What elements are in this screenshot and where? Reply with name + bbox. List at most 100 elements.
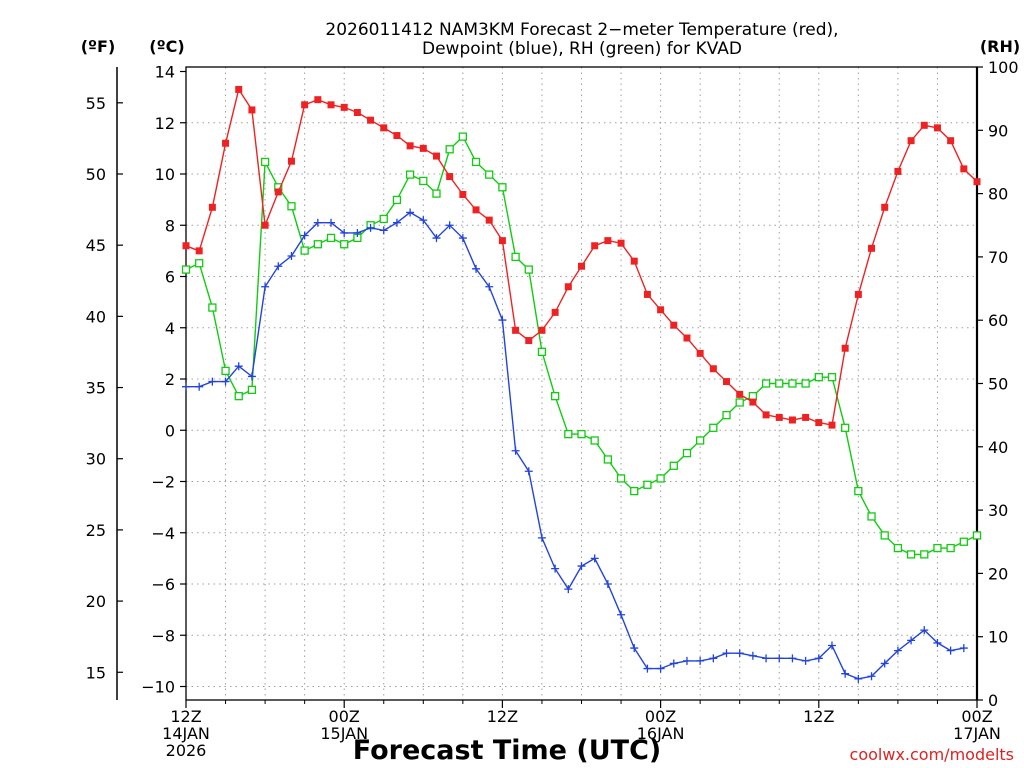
rh-point — [788, 379, 797, 388]
rh-point — [471, 157, 481, 167]
dewpoint-point — [472, 264, 481, 273]
dewpoint-point — [419, 216, 428, 225]
temperature-point — [340, 103, 348, 111]
rh-point — [326, 233, 336, 243]
rh-point — [392, 195, 402, 205]
dewpoint-point — [748, 651, 757, 660]
rh-point — [867, 512, 876, 521]
x-tick-label: 2026 — [166, 741, 207, 760]
temperature-point — [512, 326, 520, 334]
rh-point — [313, 240, 322, 249]
dewpoint-point — [524, 467, 533, 476]
x-tick-label: 12Z — [487, 707, 518, 726]
dewpoint-point — [195, 382, 204, 391]
temperature-point — [947, 137, 955, 145]
dewpoint-point — [379, 226, 388, 235]
celsius-tick-label: −6 — [151, 575, 175, 594]
rh-point — [682, 448, 692, 458]
temperature-point — [432, 152, 440, 160]
rh-point — [946, 543, 955, 553]
temperature-point — [182, 242, 190, 250]
celsius-tick-label: −2 — [151, 473, 175, 492]
celsius-tick-label: 2 — [165, 370, 175, 389]
rh-point — [432, 189, 441, 198]
celsius-unit-label: (ºC) — [149, 37, 184, 56]
dewpoint-point — [722, 649, 731, 658]
rh-point — [722, 410, 731, 420]
temperature-point — [353, 109, 361, 116]
dewpoint-point — [630, 644, 639, 653]
dewpoint-point — [946, 646, 955, 655]
rh-point — [577, 429, 586, 439]
dewpoint-point — [221, 377, 230, 386]
x-tick-label: 17JAN — [953, 724, 1001, 743]
temperature-point — [736, 390, 744, 398]
temperature-point — [881, 203, 889, 211]
x-tick-label: 00Z — [961, 707, 992, 726]
x-tick-label: 15JAN — [320, 724, 368, 743]
rh-point — [550, 392, 560, 401]
temperature-point — [327, 101, 335, 109]
fahrenheit-tick-label: 20 — [86, 592, 106, 611]
temperature-point — [828, 421, 836, 429]
dewpoint-point — [643, 664, 652, 673]
fahrenheit-tick-label: 55 — [86, 94, 106, 113]
x-tick-label: 12Z — [803, 707, 834, 726]
fahrenheit-tick-label: 35 — [86, 379, 106, 398]
temperature-point — [973, 178, 981, 186]
gridlines — [186, 67, 977, 700]
temperature-point — [604, 237, 612, 245]
dewpoint-point — [696, 656, 705, 665]
rh-point — [814, 373, 823, 382]
rh-point — [735, 398, 744, 407]
rh-point — [300, 246, 309, 255]
temperature-point — [367, 116, 375, 124]
dewpoint-point — [537, 533, 546, 542]
temperature-point — [775, 413, 783, 421]
temperature-point — [498, 237, 506, 245]
rh-point — [498, 183, 507, 192]
rh-point — [630, 486, 639, 496]
temperature-point — [301, 101, 309, 109]
dewpoint-point — [933, 638, 942, 647]
temperature-point — [578, 262, 585, 270]
rh-tick-label: 70 — [988, 248, 1008, 267]
fahrenheit-tick-label: 30 — [86, 450, 106, 469]
x-axis-label: Forecast Time (UTC) — [353, 735, 661, 766]
temperature-point — [709, 365, 717, 373]
temperature-point — [802, 413, 810, 421]
rh-point — [537, 347, 547, 357]
dewpoint-point — [788, 654, 797, 663]
temperature-point — [551, 308, 559, 316]
temperature-point — [894, 167, 902, 175]
fahrenheit-tick-label: 50 — [86, 165, 106, 184]
dewpoint-point — [498, 316, 507, 325]
dewpoint-point — [907, 636, 916, 645]
celsius-tick-label: 0 — [165, 421, 175, 440]
dewpoint-point — [920, 626, 929, 635]
dewpoint-point — [353, 228, 362, 237]
rh-point — [709, 423, 718, 432]
rh-point — [208, 303, 217, 312]
rh-tick-label: 80 — [988, 185, 1008, 204]
temperature-point — [393, 132, 401, 140]
dewpoint-point — [801, 656, 810, 665]
fahrenheit-tick-label: 40 — [86, 307, 106, 326]
temperature-point — [525, 337, 533, 345]
x-tick-label: 00Z — [645, 707, 676, 726]
temperature-point — [314, 96, 322, 104]
temperature-point — [960, 165, 968, 173]
temperature-point — [749, 398, 757, 406]
rh-point — [841, 423, 850, 432]
rh-point — [933, 543, 942, 553]
rh-point — [669, 461, 678, 470]
rh-point — [972, 531, 982, 540]
temperature-point — [815, 419, 823, 427]
dewpoint-point — [762, 654, 771, 663]
x-tick-label: 16JAN — [637, 724, 685, 743]
watermark: coolwx.com/modelts — [850, 745, 1014, 764]
temperature-point — [696, 349, 704, 357]
dewpoint-point — [735, 649, 744, 658]
temperature-point — [235, 85, 243, 93]
